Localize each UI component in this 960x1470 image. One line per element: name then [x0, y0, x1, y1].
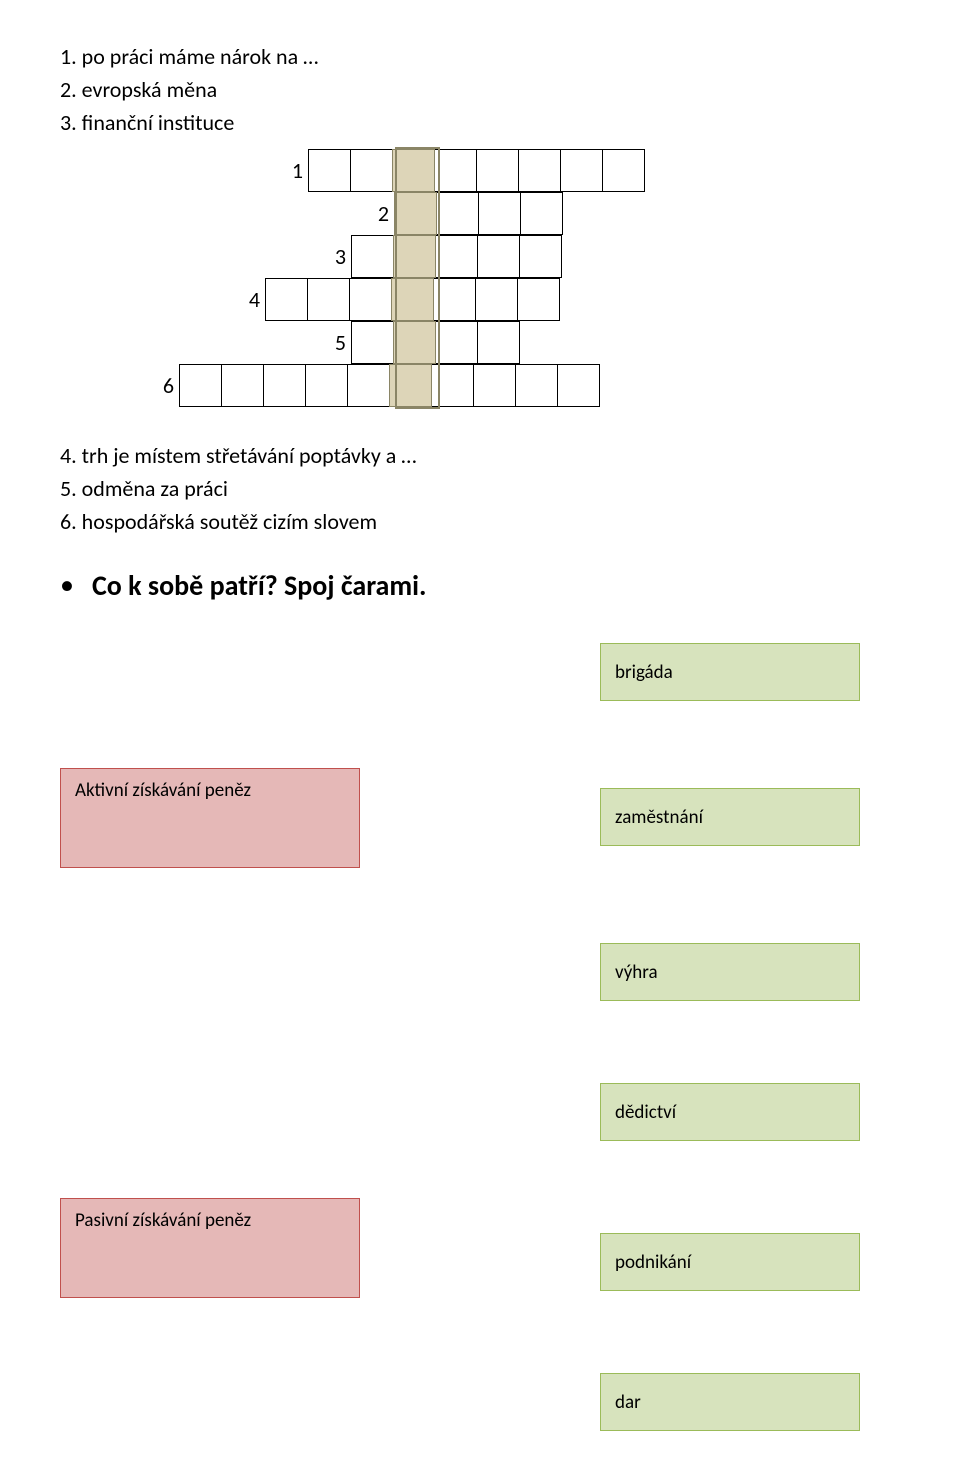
crossword-cell[interactable] [393, 235, 436, 278]
crossword: 123456 [60, 149, 900, 419]
crossword-cell[interactable] [394, 192, 437, 235]
crossword-cell[interactable] [433, 278, 476, 321]
crossword-cell[interactable] [477, 321, 520, 364]
matching-area: brigádazaměstnánívýhradědictvípodnikáníd… [60, 643, 900, 1423]
crossword-cell[interactable] [351, 235, 394, 278]
crossword-cell[interactable] [478, 192, 521, 235]
crossword-cell[interactable] [305, 364, 348, 407]
heading-text: Co k sobě patří? Spoj čarami. [92, 568, 427, 603]
crossword-row-label: 5 [320, 329, 346, 356]
crossword-cell[interactable] [520, 192, 563, 235]
match-category-box[interactable]: Aktivní získávání peněz [60, 768, 360, 868]
clue-5: 5. odměna za práci [60, 472, 900, 505]
crossword-cell[interactable] [602, 149, 645, 192]
crossword-cell[interactable] [389, 364, 432, 407]
crossword-cell[interactable] [435, 235, 478, 278]
clue-3: 3. finanční instituce [60, 106, 900, 139]
match-option-box[interactable]: brigáda [600, 643, 860, 701]
bullet-icon: • [60, 568, 74, 602]
match-option-box[interactable]: dar [600, 1373, 860, 1431]
section-heading: • Co k sobě patří? Spoj čarami. [60, 568, 900, 603]
crossword-cell[interactable] [393, 321, 436, 364]
match-option-box[interactable]: zaměstnání [600, 788, 860, 846]
match-option-box[interactable]: výhra [600, 943, 860, 1001]
match-option-box[interactable]: dědictví [600, 1083, 860, 1141]
crossword-cell[interactable] [221, 364, 264, 407]
crossword-cell[interactable] [347, 364, 390, 407]
crossword-cell[interactable] [477, 235, 520, 278]
crossword-row: 4 [234, 278, 560, 321]
clue-list-bottom: 4. trh je místem střetávání poptávky a …… [60, 439, 900, 538]
crossword-cell[interactable] [350, 149, 393, 192]
crossword-row-label: 4 [234, 286, 260, 313]
crossword-row-label: 3 [320, 243, 346, 270]
crossword-cell[interactable] [349, 278, 392, 321]
crossword-cell[interactable] [560, 149, 603, 192]
crossword-cell[interactable] [308, 149, 351, 192]
clue-4: 4. trh je místem střetávání poptávky a … [60, 439, 900, 472]
clue-6: 6. hospodářská soutěž cizím slovem [60, 505, 900, 538]
crossword-row: 1 [277, 149, 645, 192]
crossword-row: 6 [148, 364, 600, 407]
crossword-cell[interactable] [436, 192, 479, 235]
crossword-row: 2 [363, 192, 563, 235]
crossword-cell[interactable] [179, 364, 222, 407]
crossword-row-label: 1 [277, 157, 303, 184]
clue-list-top: 1. po práci máme nárok na … 2. evropská … [60, 40, 900, 139]
crossword-cell[interactable] [475, 278, 518, 321]
crossword-cell[interactable] [307, 278, 350, 321]
crossword-cell[interactable] [515, 364, 558, 407]
crossword-cell[interactable] [434, 149, 477, 192]
crossword-cell[interactable] [265, 278, 308, 321]
crossword-cell[interactable] [263, 364, 306, 407]
match-option-box[interactable]: podnikání [600, 1233, 860, 1291]
clue-2: 2. evropská měna [60, 73, 900, 106]
crossword-cell[interactable] [392, 149, 435, 192]
match-category-box[interactable]: Pasivní získávání peněz [60, 1198, 360, 1298]
crossword-cell[interactable] [473, 364, 516, 407]
crossword-cell[interactable] [391, 278, 434, 321]
crossword-cell[interactable] [517, 278, 560, 321]
crossword-cell[interactable] [435, 321, 478, 364]
crossword-row-label: 6 [148, 372, 174, 399]
crossword-row-label: 2 [363, 200, 389, 227]
crossword-cell[interactable] [476, 149, 519, 192]
clue-1: 1. po práci máme nárok na … [60, 40, 900, 73]
crossword-cell[interactable] [431, 364, 474, 407]
crossword-cell[interactable] [351, 321, 394, 364]
crossword-cell[interactable] [519, 235, 562, 278]
crossword-row: 3 [320, 235, 562, 278]
crossword-cell[interactable] [557, 364, 600, 407]
crossword-cell[interactable] [518, 149, 561, 192]
crossword-row: 5 [320, 321, 520, 364]
